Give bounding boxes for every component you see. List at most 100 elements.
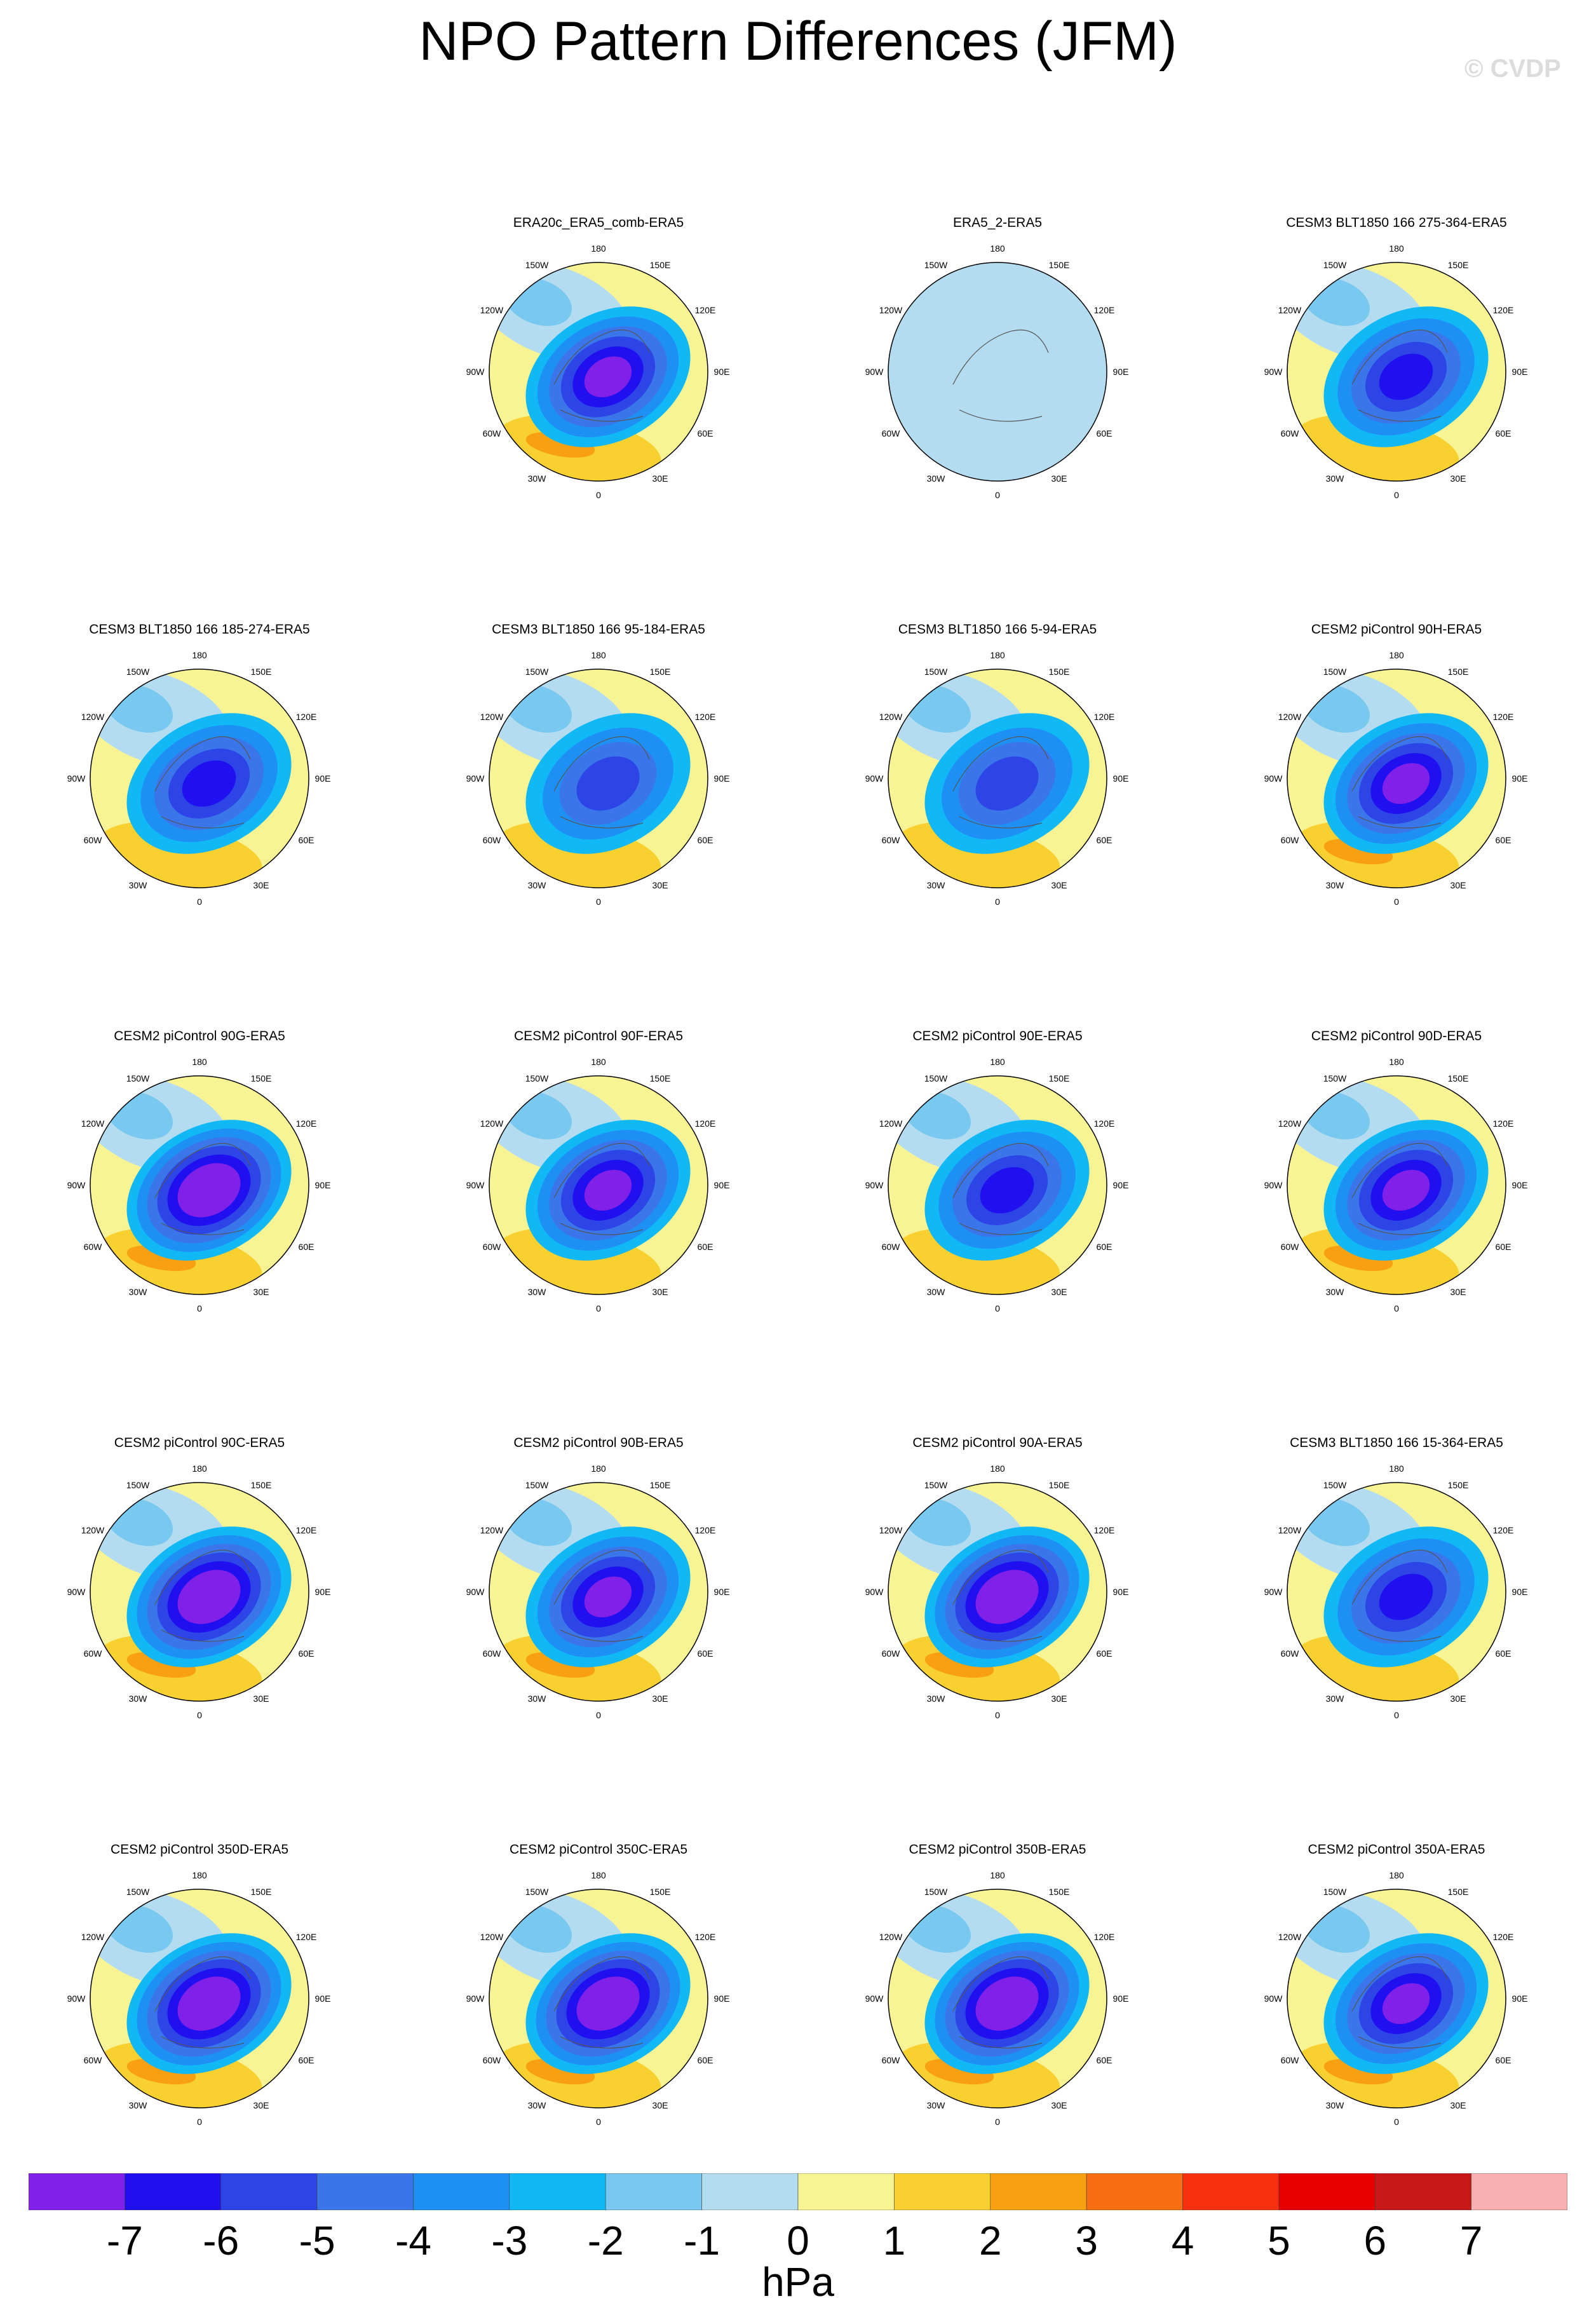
- longitude-label: 120E: [1094, 1932, 1115, 1942]
- map-boundary: [90, 1482, 309, 1702]
- longitude-label: 120W: [81, 712, 105, 722]
- longitude-label: 120W: [879, 305, 903, 315]
- panel-title: CESM2 piControl 350B-ERA5: [909, 1842, 1086, 1857]
- longitude-label: 150W: [525, 1480, 549, 1490]
- longitude-label: 120W: [480, 305, 504, 315]
- colorbar-units-label: hPa: [762, 2259, 834, 2305]
- coastline: [952, 329, 1049, 422]
- longitude-label: 150W: [525, 1073, 549, 1083]
- longitude-label: 180: [591, 650, 606, 660]
- contour-fill: [924, 290, 1103, 440]
- longitude-label: 30W: [528, 1287, 547, 1297]
- longitude-label: 90E: [714, 367, 730, 377]
- longitude-label: 30W: [129, 2100, 148, 2110]
- polar-map: 180 150E 120E 90E 60E 30E 0 30W 60W 90W 120W 150W: [67, 650, 331, 907]
- map-panel: CESM2 piControl 90C-ERA5 180 150E 120E 90E 60…: [0, 1322, 399, 1728]
- panel-title: CESM3 BLT1850 166 5-94-ERA5: [898, 622, 1097, 637]
- longitude-label: 60W: [1281, 2055, 1300, 2065]
- longitude-label: 60E: [1496, 2055, 1511, 2065]
- longitude-label: 60W: [1281, 1242, 1300, 1252]
- longitude-label: 60E: [698, 428, 713, 438]
- longitude-label: 60W: [882, 835, 901, 845]
- longitude-label: 0: [995, 490, 1000, 500]
- longitude-label: 60W: [84, 2055, 103, 2065]
- longitude-label: 90W: [67, 1587, 86, 1597]
- longitude-label: 0: [197, 2117, 202, 2127]
- longitude-label: 30W: [129, 1287, 148, 1297]
- coastline: [553, 736, 650, 829]
- map-boundary: [489, 262, 708, 482]
- colorbar-box: [509, 2173, 606, 2210]
- map-boundary: [1287, 669, 1506, 888]
- longitude-label: 30E: [1052, 1287, 1067, 1297]
- colorbar-box: [125, 2173, 222, 2210]
- panel-title: CESM2 piControl 90E-ERA5: [912, 1029, 1083, 1043]
- longitude-label: 60E: [1097, 428, 1112, 438]
- longitude-label: 30W: [1326, 2100, 1345, 2110]
- longitude-label: 30W: [927, 880, 946, 890]
- longitude-label: 0: [596, 1303, 601, 1314]
- longitude-label: 180: [990, 1057, 1005, 1067]
- longitude-label: 30W: [927, 2100, 946, 2110]
- polar-map: 180 150E 120E 90E 60E 30E 0 30W 60W 90W 120W 150W: [1264, 1870, 1528, 2127]
- coastline: [1351, 1956, 1448, 2049]
- longitude-label: 120W: [81, 1118, 105, 1129]
- map-panel: CESM2 piControl 90B-ERA5 180 150E 120E 90E 60…: [399, 1322, 798, 1728]
- longitude-label: 90W: [865, 367, 884, 377]
- longitude-label: 60W: [84, 1242, 103, 1252]
- longitude-label: 90W: [1264, 367, 1283, 377]
- map-panel: ERA20c_ERA5_comb-ERA5 180 150E 120E 90E 60E 30…: [399, 102, 798, 508]
- longitude-label: 120W: [1278, 712, 1302, 722]
- longitude-label: 90E: [315, 1587, 331, 1597]
- coastline: [952, 736, 1049, 829]
- longitude-label: 180: [192, 650, 207, 660]
- longitude-label: 150E: [650, 1073, 671, 1083]
- longitude-label: 150E: [650, 1480, 671, 1490]
- longitude-label: 60E: [698, 835, 713, 845]
- longitude-label: 60W: [483, 1242, 502, 1252]
- longitude-label: 150W: [924, 1887, 948, 1897]
- colorbar-tick-label: -7: [106, 2218, 143, 2264]
- contour-fill: [985, 1578, 1029, 1615]
- longitude-label: 150E: [1049, 1480, 1070, 1490]
- longitude-label: 90E: [1113, 773, 1129, 784]
- longitude-label: 120E: [1493, 1932, 1514, 1942]
- longitude-label: 120W: [879, 1118, 903, 1129]
- longitude-label: 30E: [254, 1694, 269, 1704]
- panel-title: CESM2 piControl 90B-ERA5: [513, 1436, 684, 1450]
- contour-fill: [1382, 763, 1430, 804]
- longitude-label: 150E: [1448, 1480, 1469, 1490]
- colorbar-tick-label: 5: [1268, 2218, 1290, 2264]
- longitude-label: 60E: [299, 1242, 314, 1252]
- panel-title: CESM2 piControl 350C-ERA5: [509, 1842, 688, 1857]
- longitude-label: 180: [1389, 243, 1404, 254]
- longitude-label: 180: [192, 1057, 207, 1067]
- longitude-label: 120E: [296, 712, 317, 722]
- longitude-label: 90W: [1264, 1180, 1283, 1190]
- map-boundary: [90, 669, 309, 888]
- map-panel: CESM3 BLT1850 166 185-274-ERA5 180 150E 120…: [0, 508, 399, 915]
- longitude-label: 0: [1394, 490, 1399, 500]
- longitude-label: 180: [591, 243, 606, 254]
- longitude-label: 60W: [84, 835, 103, 845]
- longitude-label: 120E: [695, 305, 716, 315]
- map-panel: CESM3 BLT1850 166 275-364-ERA5 180 150E 120…: [1197, 102, 1596, 508]
- map-panel: CESM2 piControl 90E-ERA5 180 150E 120E 90E 60…: [798, 915, 1197, 1322]
- colorbar-tick-label: 3: [1075, 2218, 1098, 2264]
- longitude-label: 150W: [126, 1887, 150, 1897]
- contour-fill: [187, 1985, 231, 2022]
- longitude-label: 90W: [67, 1180, 86, 1190]
- contour-fill: [1382, 1983, 1430, 2025]
- longitude-label: 0: [197, 897, 202, 907]
- coastline: [154, 1143, 251, 1235]
- map-panel: CESM2 piControl 350B-ERA5 180 150E 120E 90E 6…: [798, 1728, 1197, 2135]
- longitude-label: 30W: [1326, 1287, 1345, 1297]
- polar-map: 180 150E 120E 90E 60E 30E 0 30W 60W 90W 120W 150W: [865, 650, 1129, 907]
- polar-map: 180 150E 120E 90E 60E 30E 0 30W 60W 90W 120W 150W: [466, 1057, 730, 1314]
- longitude-label: 60W: [483, 835, 502, 845]
- longitude-label: 60E: [1496, 1242, 1511, 1252]
- panel-title: CESM2 piControl 90A-ERA5: [912, 1436, 1083, 1450]
- longitude-label: 90E: [714, 773, 730, 784]
- polar-map: 180 150E 120E 90E 60E 30E 0 30W 60W 90W 120W 150W: [1264, 243, 1528, 500]
- longitude-label: 150E: [1448, 1887, 1469, 1897]
